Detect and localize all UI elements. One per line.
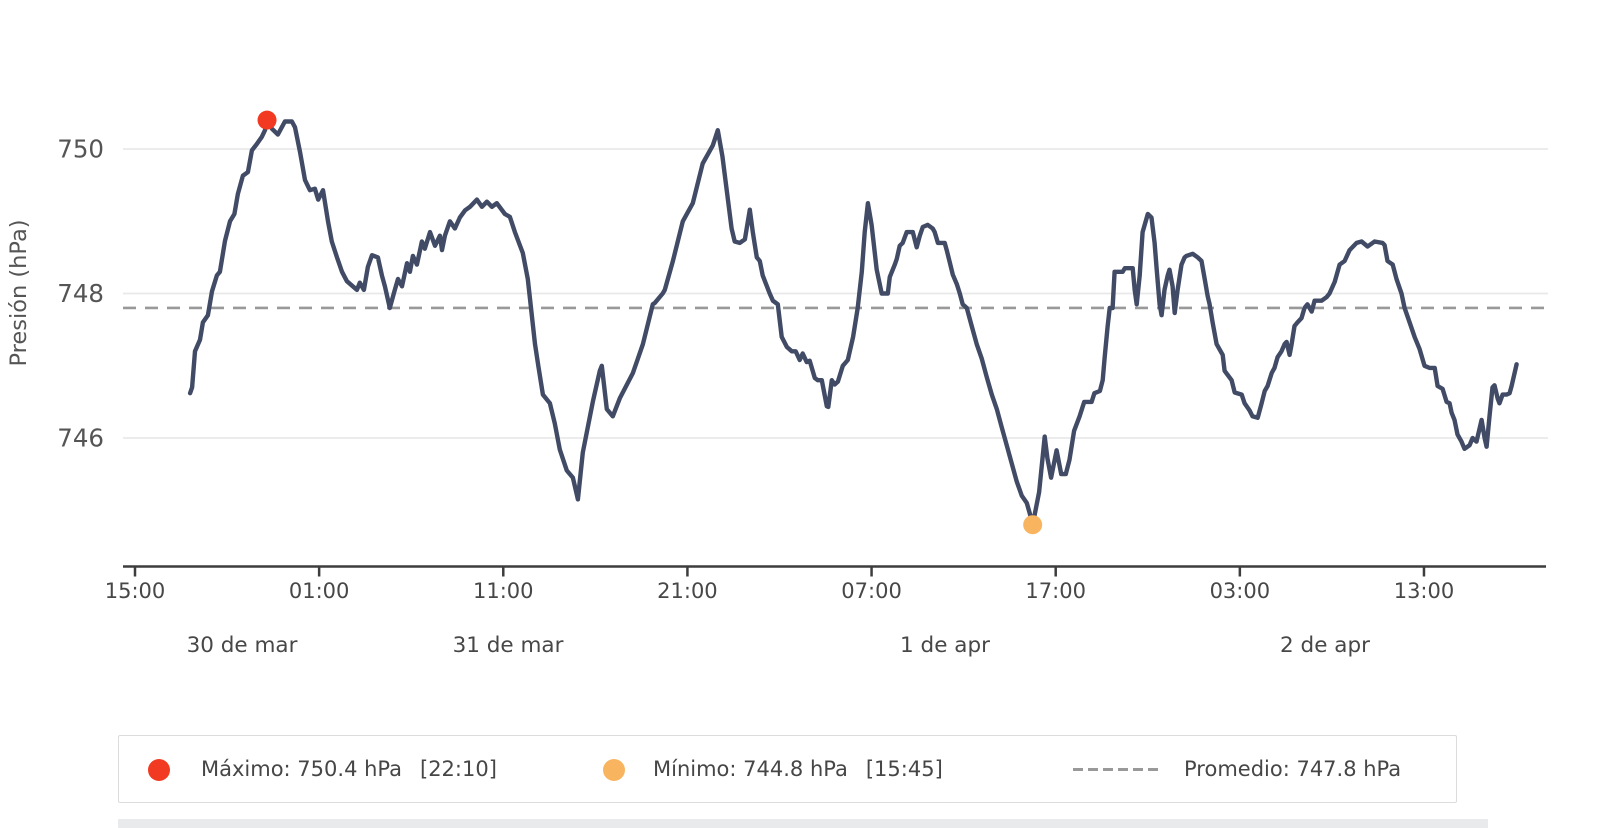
y-tick-label: 750 <box>57 135 104 164</box>
average-line-swatch <box>1073 768 1159 771</box>
min-marker-swatch <box>603 759 625 781</box>
y-tick-label: 746 <box>57 424 104 453</box>
date-label: 30 de mar <box>187 633 298 658</box>
x-tick-label: 03:00 <box>1210 579 1271 603</box>
legend-min-label: Mínimo: 744.8 hPa <box>653 757 848 781</box>
legend-avg-label: Promedio: 747.8 hPa <box>1184 757 1402 781</box>
legend-min-time: [15:45] <box>865 757 943 781</box>
max-marker <box>257 110 277 130</box>
pressure-chart: 15:00 01:00 11:00 21:00 07:00 17:00 03:00 13:00… <box>6 110 1548 658</box>
date-label: 1 de apr <box>900 633 990 658</box>
x-tick-label: 17:00 <box>1025 579 1086 603</box>
y-tick-label: 748 <box>57 279 104 308</box>
x-tick-label: 01:00 <box>289 579 350 603</box>
pressure-chart-svg: 15:00 01:00 11:00 21:00 07:00 17:00 03:00 13:00… <box>6 110 1548 658</box>
x-tick-label: 11:00 <box>473 579 534 603</box>
pressure-line <box>187 117 1519 527</box>
max-marker-swatch <box>148 759 170 781</box>
bottom-strip <box>118 819 1488 828</box>
legend-max-time: [22:10] <box>420 757 497 781</box>
date-label: 31 de mar <box>453 633 564 658</box>
date-label: 2 de apr <box>1280 633 1370 658</box>
x-tick-label: 07:00 <box>841 579 902 603</box>
legend-avg-item: Promedio: 747.8 hPa <box>1184 757 1401 781</box>
legend-max-label: Máximo: 750.4 hPa <box>201 757 402 781</box>
x-tick-label: 13:00 <box>1394 579 1455 603</box>
x-tick-label: 21:00 <box>657 579 718 603</box>
legend: Máximo: 750.4 hPa [22:10] Mínimo: 744.8 … <box>118 735 1457 803</box>
min-marker <box>1023 515 1043 535</box>
legend-max-item: Máximo: 750.4 hPa [22:10] <box>201 757 497 781</box>
y-axis-title: Presión (hPa) <box>6 219 32 366</box>
x-tick-label: 15:00 <box>105 579 166 603</box>
legend-min-item: Mínimo: 744.8 hPa [15:45] <box>653 757 943 781</box>
